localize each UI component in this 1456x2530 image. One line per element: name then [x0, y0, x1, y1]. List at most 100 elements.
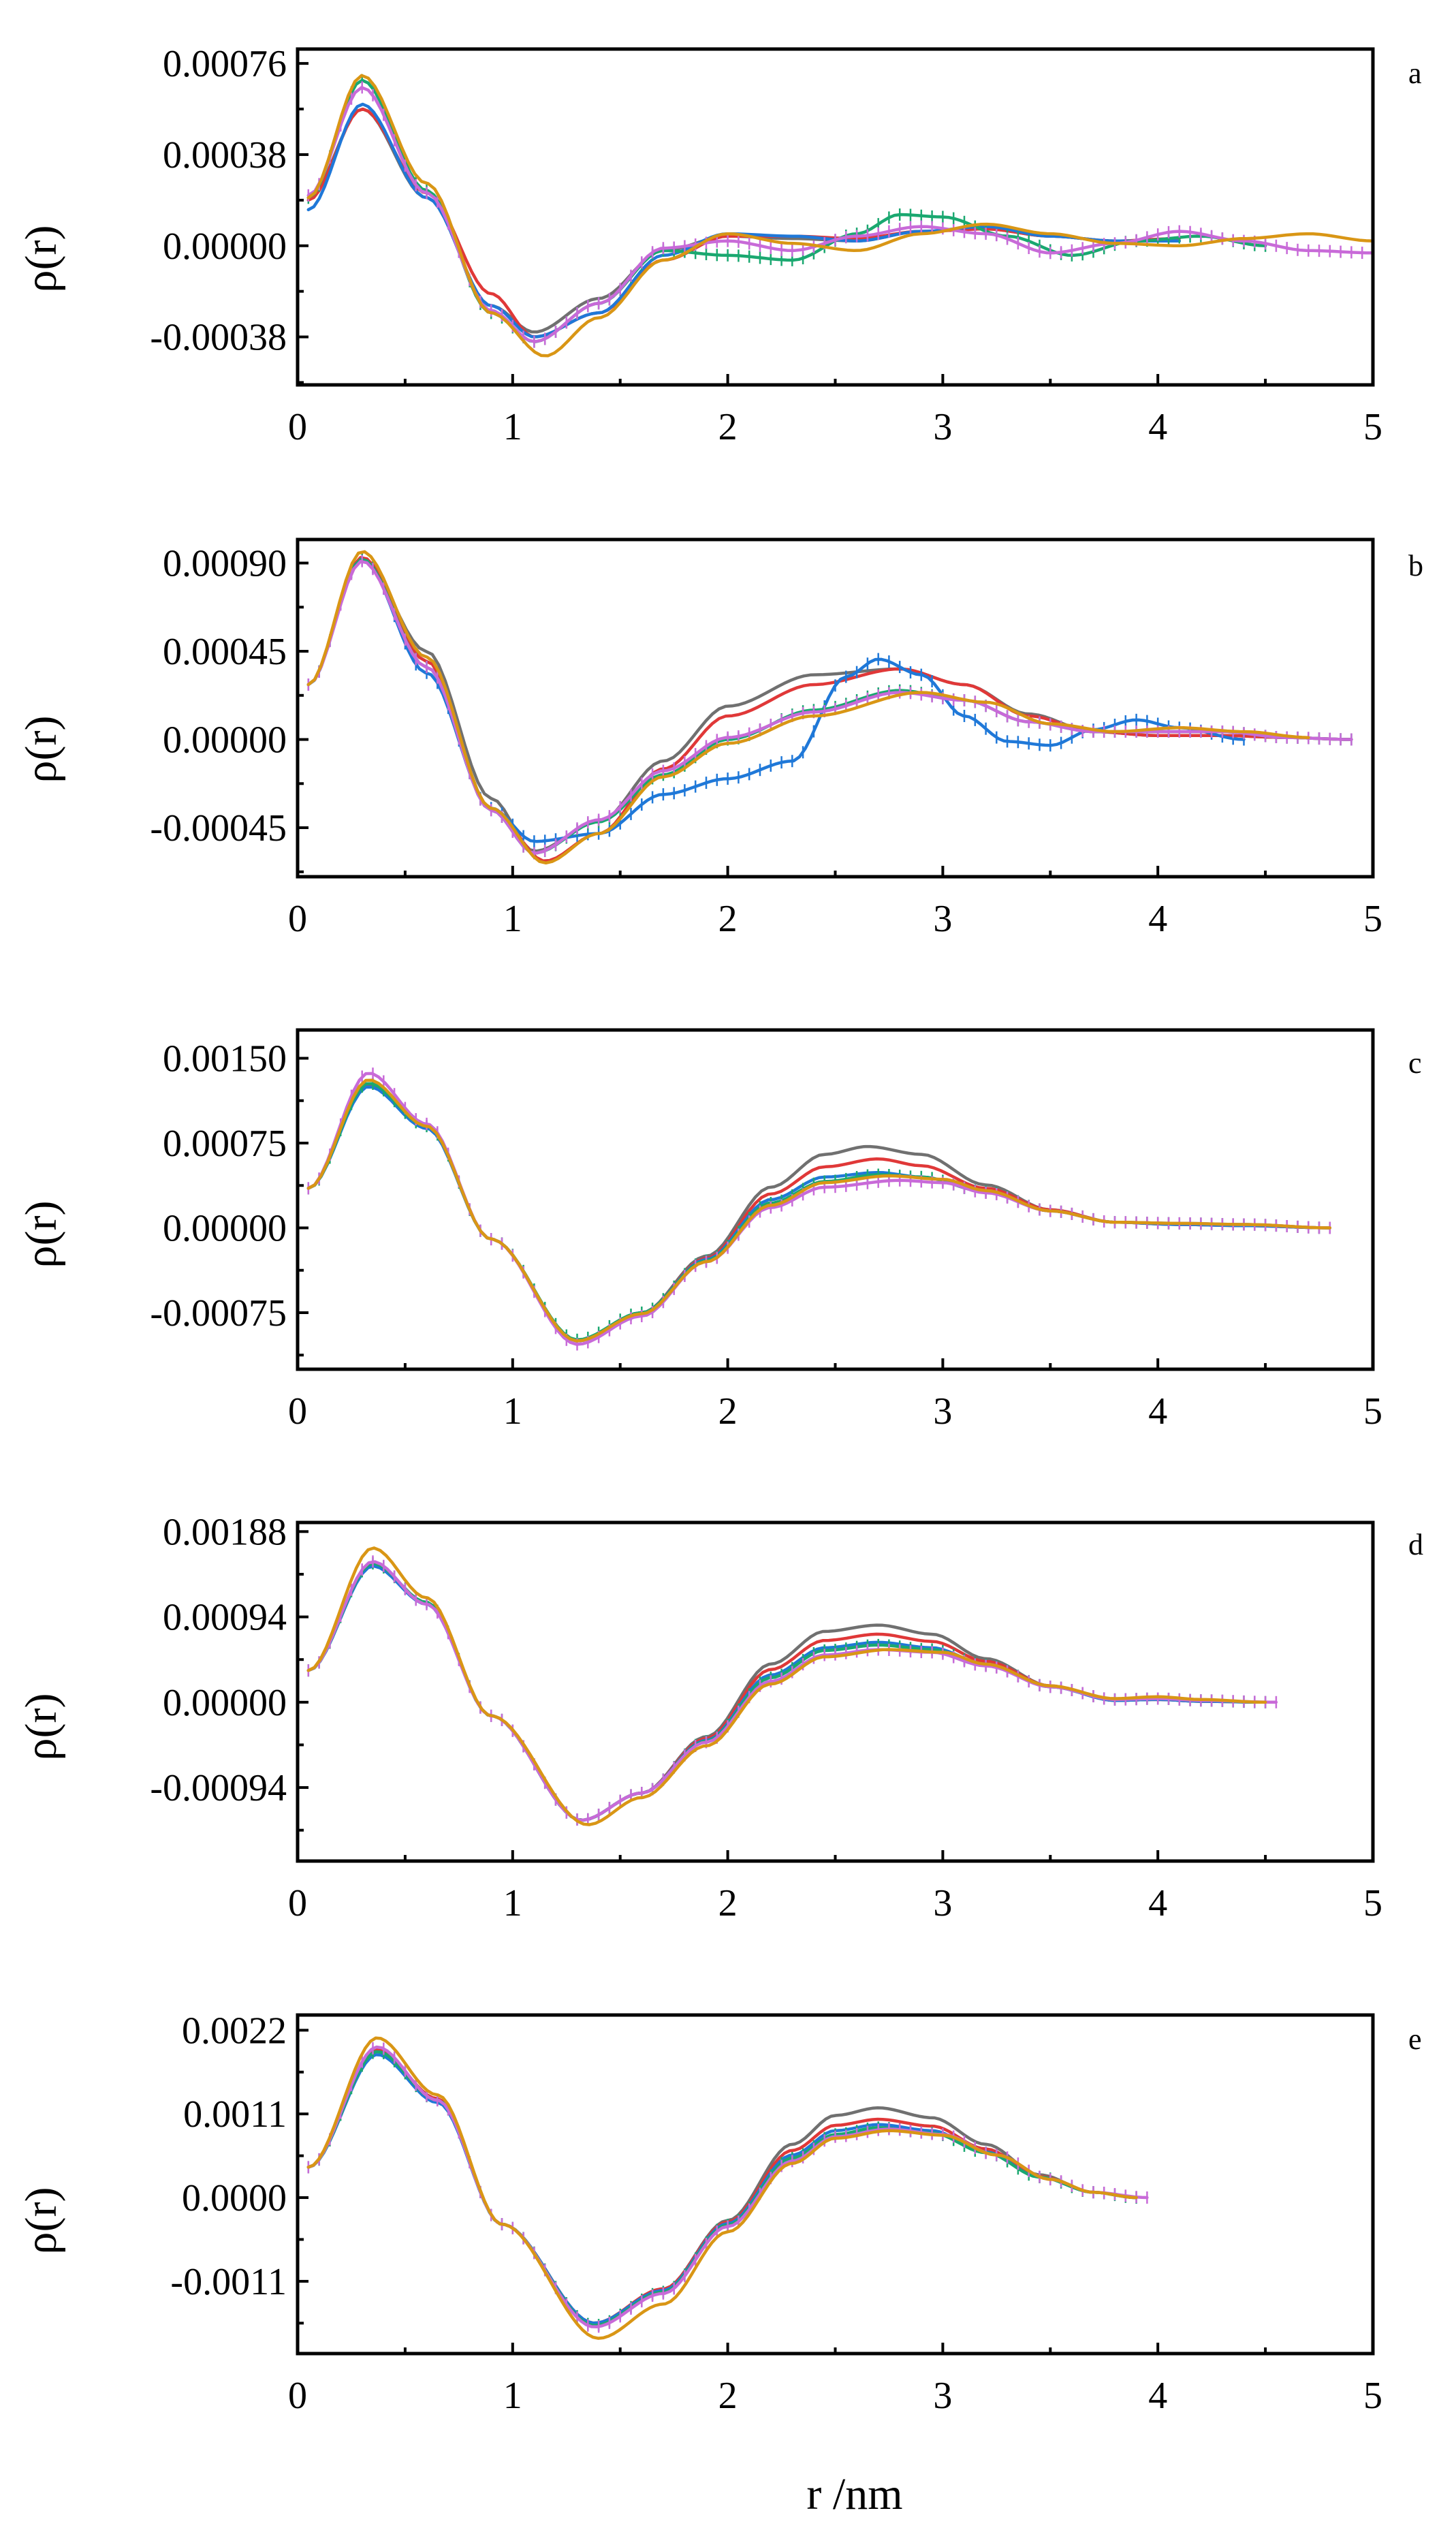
- x-tick-label: 4: [1148, 406, 1167, 448]
- series-gray-line: [306, 1563, 1267, 1822]
- x-tick-label: 5: [1363, 1390, 1382, 1433]
- x-tick-label: 5: [1363, 406, 1382, 448]
- plot-frame: [296, 47, 1375, 387]
- y-tick-label: 0.00094: [163, 1597, 287, 1639]
- panel-d-plot: 0 1 2 3 4 5 -0.00094 0.00000 0.00094 0.00188: [150, 1511, 1382, 1924]
- x-tick-label: 4: [1148, 1882, 1167, 1924]
- plot-frame: [296, 1028, 1375, 1371]
- x-tick-label: 1: [503, 2375, 522, 2417]
- panel-c: ρ(r) c 0 1 2 3 4 5 -0.00075 0.00000 0.00075 0.001…: [16, 1028, 1422, 1433]
- series-blue-line: [306, 102, 1182, 339]
- panel-d-label: d: [1408, 1528, 1423, 1561]
- series-purple-line: [306, 2045, 1149, 2329]
- y-tick-label: -0.00045: [150, 807, 287, 849]
- series-purple-line: [306, 1560, 1278, 1822]
- x-tick-label: 0: [288, 1882, 307, 1924]
- y-tick-label: -0.00038: [150, 317, 287, 359]
- x-tick-label: 2: [718, 406, 738, 448]
- panel-d: ρ(r) d 0 1 2 3 4 5 -0.00094 0.00000 0.00094 0.001…: [16, 1511, 1423, 1924]
- series-purple-line: [306, 86, 1375, 343]
- x-axis-label: r /nm: [806, 2469, 902, 2519]
- panel-e-label: e: [1408, 2023, 1422, 2056]
- panel-a-ylabel: ρ(r): [16, 225, 66, 293]
- y-tick-label: 0.00090: [163, 543, 287, 585]
- panel-e-plot: 0 1 2 3 4 5 -0.0011 0.0000 0.0011 0.0022: [170, 2010, 1382, 2417]
- y-tick-label: 0.00188: [163, 1511, 287, 1553]
- x-tick-label: 0: [288, 2375, 307, 2417]
- x-tick-label: 5: [1363, 1882, 1382, 1924]
- x-tick-label: 2: [718, 1390, 738, 1433]
- series-purple-errorbars: [307, 2042, 1148, 2333]
- series-purple-errorbars: [307, 81, 1374, 348]
- x-tick-label: 3: [933, 2375, 952, 2417]
- series-gray-line: [306, 1083, 1332, 1343]
- series-gray-line: [306, 107, 1182, 334]
- x-tick-label: 5: [1363, 898, 1382, 940]
- series-blue-line: [306, 1085, 1332, 1343]
- panel-e-ylabel: ρ(r): [16, 2187, 66, 2255]
- panel-c-label: c: [1408, 1046, 1422, 1080]
- series-red-line: [306, 1083, 1332, 1343]
- x-tick-label: 1: [503, 406, 522, 448]
- series-green-line: [306, 1082, 1332, 1342]
- panel-c-ylabel: ρ(r): [16, 1201, 66, 1268]
- series-gray-line: [306, 2048, 1138, 2325]
- x-tick-label: 0: [288, 1390, 307, 1433]
- series-green-errorbars: [307, 2046, 1137, 2332]
- y-tick-label: 0.00000: [163, 1208, 287, 1250]
- series-orange-line: [306, 1546, 1267, 1826]
- x-tick-label: 0: [288, 406, 307, 448]
- series-orange-line: [306, 1078, 1332, 1343]
- series-green-errorbars: [307, 74, 1267, 348]
- y-tick-label: 0.0000: [182, 2177, 287, 2219]
- y-tick-label: 0.00000: [163, 719, 287, 762]
- y-tick-label: 0.0011: [183, 2093, 287, 2136]
- panel-a-plot: 0 1 2 3 4 5 -0.00038 0.00000 0.00038 0.00076: [150, 43, 1382, 448]
- y-tick-label: 0.00000: [163, 225, 287, 268]
- panel-b-label: b: [1408, 549, 1423, 582]
- series-orange-line: [306, 74, 1375, 358]
- series-green-errorbars: [307, 1078, 1331, 1346]
- series-gray-line: [306, 558, 1353, 853]
- panel-b: ρ(r) b 0 1 2 3 4 5 -0.00045 0.00000 0.00045 0.000…: [16, 537, 1423, 940]
- x-tick-label: 4: [1148, 898, 1167, 940]
- panel-d-ylabel: ρ(r): [16, 1693, 66, 1761]
- plot-frame: [296, 2013, 1375, 2356]
- x-tick-label: 2: [718, 2375, 738, 2417]
- x-tick-label: 2: [718, 1882, 738, 1924]
- series-green-line: [306, 78, 1267, 343]
- panel-e: ρ(r) e 0 1 2 3 4 5 -0.0011 0.0000 0.0011 0.0022 r…: [16, 2010, 1422, 2519]
- series-green-line: [306, 1561, 1267, 1822]
- x-tick-label: 4: [1148, 2375, 1167, 2417]
- x-tick-label: 1: [503, 1390, 522, 1433]
- series-green-line: [306, 558, 1353, 855]
- panel-a-label: a: [1408, 57, 1422, 90]
- x-tick-label: 5: [1363, 2375, 1382, 2417]
- x-tick-label: 1: [503, 1882, 522, 1924]
- series-purple-line: [306, 1072, 1332, 1346]
- y-tick-label: 0.00076: [163, 43, 287, 85]
- series-red-line: [306, 1563, 1267, 1822]
- series-purple-errorbars: [307, 1067, 1331, 1351]
- y-tick-label: 0.00075: [163, 1123, 287, 1165]
- x-tick-label: 1: [503, 898, 522, 940]
- y-tick-label: 0.00045: [163, 631, 287, 673]
- series-orange-line: [306, 550, 1310, 865]
- x-tick-label: 3: [933, 406, 952, 448]
- series-red-line: [306, 107, 1182, 339]
- y-tick-label: 0.00000: [163, 1682, 287, 1724]
- series-green-errorbars: [307, 1557, 1267, 1826]
- series-purple-errorbars: [307, 1555, 1278, 1826]
- series-purple-errorbars: [307, 555, 1352, 860]
- series-orange-line: [306, 2036, 1138, 2340]
- x-tick-label: 3: [933, 1390, 952, 1433]
- panel-a: ρ(r) a 0 1 2 3 4 5 -0.00038 0.00000 0.00038 0.000…: [16, 43, 1422, 448]
- series-green-errorbars: [307, 552, 1352, 860]
- series-red-line: [306, 2048, 1138, 2325]
- x-tick-label: 2: [718, 898, 738, 940]
- y-tick-label: -0.00075: [150, 1292, 287, 1334]
- y-tick-label: -0.00094: [150, 1767, 287, 1809]
- panel-b-plot: 0 1 2 3 4 5 -0.00045 0.00000 0.00045 0.00090: [150, 537, 1382, 940]
- x-tick-label: 3: [933, 898, 952, 940]
